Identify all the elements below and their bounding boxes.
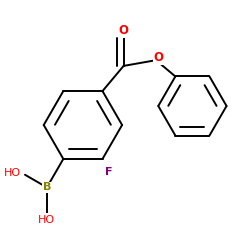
Text: HO: HO (4, 168, 21, 178)
Text: B: B (43, 182, 51, 192)
Text: HO: HO (38, 215, 56, 225)
Text: F: F (105, 168, 112, 177)
Text: O: O (119, 24, 129, 37)
Text: O: O (154, 51, 164, 64)
